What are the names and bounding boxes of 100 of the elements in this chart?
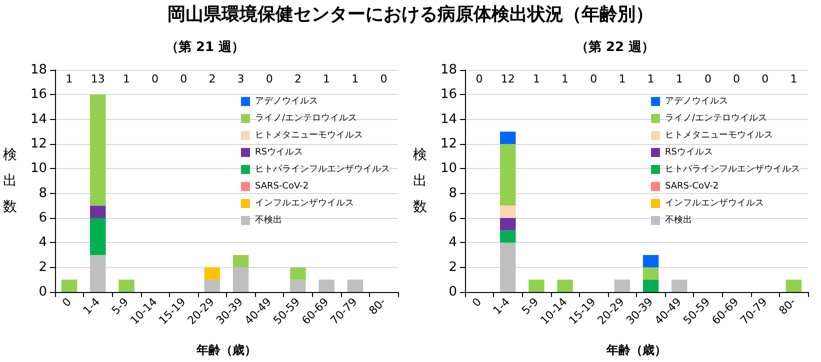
bar <box>614 280 630 292</box>
legend-label: ライノ/エンテロウイルス <box>255 114 358 124</box>
annotation: 1 <box>323 72 330 86</box>
bar <box>90 255 106 292</box>
bar <box>672 280 688 292</box>
y-tick-label: 16 <box>440 87 457 102</box>
legend-label: SARS-CoV-2 <box>255 182 309 192</box>
annotation: 1 <box>618 72 626 86</box>
legend-label: ヒトメタニューモウイルス <box>255 130 363 140</box>
y-tick-label: 2 <box>448 260 457 275</box>
x-tick-label: 80- <box>366 295 388 318</box>
annotation: 1 <box>676 72 683 86</box>
annotation: 1 <box>66 72 73 86</box>
y-tick-label: 4 <box>448 235 457 250</box>
legend-label: SARS-CoV-2 <box>665 182 719 192</box>
annotation: 0 <box>266 72 273 86</box>
y-tick-label: 0 <box>38 284 47 300</box>
bar <box>642 280 659 292</box>
y-tick-label: 18 <box>440 62 457 78</box>
legend-label: インフルエンザウイルス <box>665 198 764 208</box>
y-tick-label: 12 <box>30 136 47 152</box>
bar <box>500 206 516 218</box>
annotation: 1 <box>532 72 540 86</box>
y-tick-label: 4 <box>38 235 47 250</box>
legend-label: RSウイルス <box>255 148 303 158</box>
annotation: 0 <box>476 72 483 86</box>
x-axis-title: 年齢（歳） <box>606 343 666 357</box>
annotation: 1 <box>647 72 654 86</box>
y-tick-label: 6 <box>448 210 457 226</box>
annotation: 1 <box>562 72 569 86</box>
legend-label: ヒトパラインフルエンザウイルス <box>665 164 800 174</box>
y-tick-label: 10 <box>30 161 47 176</box>
bar <box>318 280 334 292</box>
y-tick-label: 8 <box>448 186 457 201</box>
annotation: 13 <box>90 72 105 86</box>
legend-label: インフルエンザウイルス <box>255 198 354 208</box>
annotation: 2 <box>294 72 302 86</box>
x-tick-label: 1-4 <box>80 295 102 318</box>
bar <box>500 230 516 243</box>
x-tick-label: 0 <box>60 295 74 310</box>
legend-label: ヒトパラインフルエンザウイルス <box>255 164 390 174</box>
annotation: 0 <box>152 72 159 86</box>
x-tick-label: 1-4 <box>490 295 512 318</box>
x-tick-label: 5-9 <box>109 295 132 318</box>
bar <box>90 206 106 218</box>
annotation: 1 <box>122 72 130 86</box>
bar <box>347 280 363 292</box>
legend-label: ライノ/エンテロウイルス <box>665 114 768 124</box>
legend-label: アデノウイルス <box>255 96 318 106</box>
bar <box>290 280 306 292</box>
legend-label: アデノウイルス <box>665 96 728 106</box>
annotation: 0 <box>733 72 740 86</box>
y-tick-label: 14 <box>30 112 47 127</box>
annotation: 2 <box>208 72 216 86</box>
x-tick-label: 0 <box>470 295 484 310</box>
y-tick-label: 0 <box>448 284 457 300</box>
bar <box>232 267 249 292</box>
bar <box>500 242 516 292</box>
bar <box>642 255 659 268</box>
bar <box>500 132 516 144</box>
y-tick-label: 8 <box>38 186 47 201</box>
chart-title: 岡山県環境保健センターにおける病原体検出状況（年齢別） <box>166 3 654 27</box>
y-axis-title: 検出数 <box>413 147 427 215</box>
bar <box>642 267 659 280</box>
annotation: 1 <box>352 72 359 86</box>
chart-subtitle: （第 21 週） <box>165 40 245 55</box>
y-tick-label: 2 <box>38 260 47 275</box>
y-tick-label: 14 <box>440 112 457 127</box>
x-axis-title: 年齢（歳） <box>196 343 256 357</box>
bar <box>557 280 573 292</box>
annotation: 12 <box>500 72 515 86</box>
legend-label: RSウイルス <box>665 148 713 158</box>
bar <box>61 280 78 292</box>
bar <box>204 267 220 280</box>
bar <box>528 280 544 292</box>
annotation: 0 <box>590 72 598 86</box>
bar <box>118 280 134 292</box>
x-tick-label: 5-9 <box>519 295 542 318</box>
annotation: 0 <box>704 72 712 86</box>
bar <box>90 94 106 206</box>
bar <box>500 144 516 206</box>
legend-label: ヒトメタニューモウイルス <box>665 130 773 140</box>
y-axis-title: 検出数 <box>3 147 17 215</box>
y-tick-label: 18 <box>30 62 47 78</box>
chart-subtitle: （第 22 週） <box>575 40 655 55</box>
y-tick-label: 12 <box>440 136 457 152</box>
bar <box>290 267 306 280</box>
x-tick-label: 80- <box>776 295 798 318</box>
bar <box>204 280 220 292</box>
bar <box>786 280 802 292</box>
bar <box>90 218 106 255</box>
annotation: 0 <box>180 72 188 86</box>
y-tick-label: 10 <box>440 161 457 176</box>
annotation: 0 <box>380 72 388 86</box>
annotation: 1 <box>790 72 798 86</box>
legend-label: 不検出 <box>665 214 692 226</box>
legend-label: 不検出 <box>255 214 282 226</box>
y-tick-label: 16 <box>30 87 47 102</box>
bar <box>500 218 516 230</box>
bar <box>232 255 249 268</box>
